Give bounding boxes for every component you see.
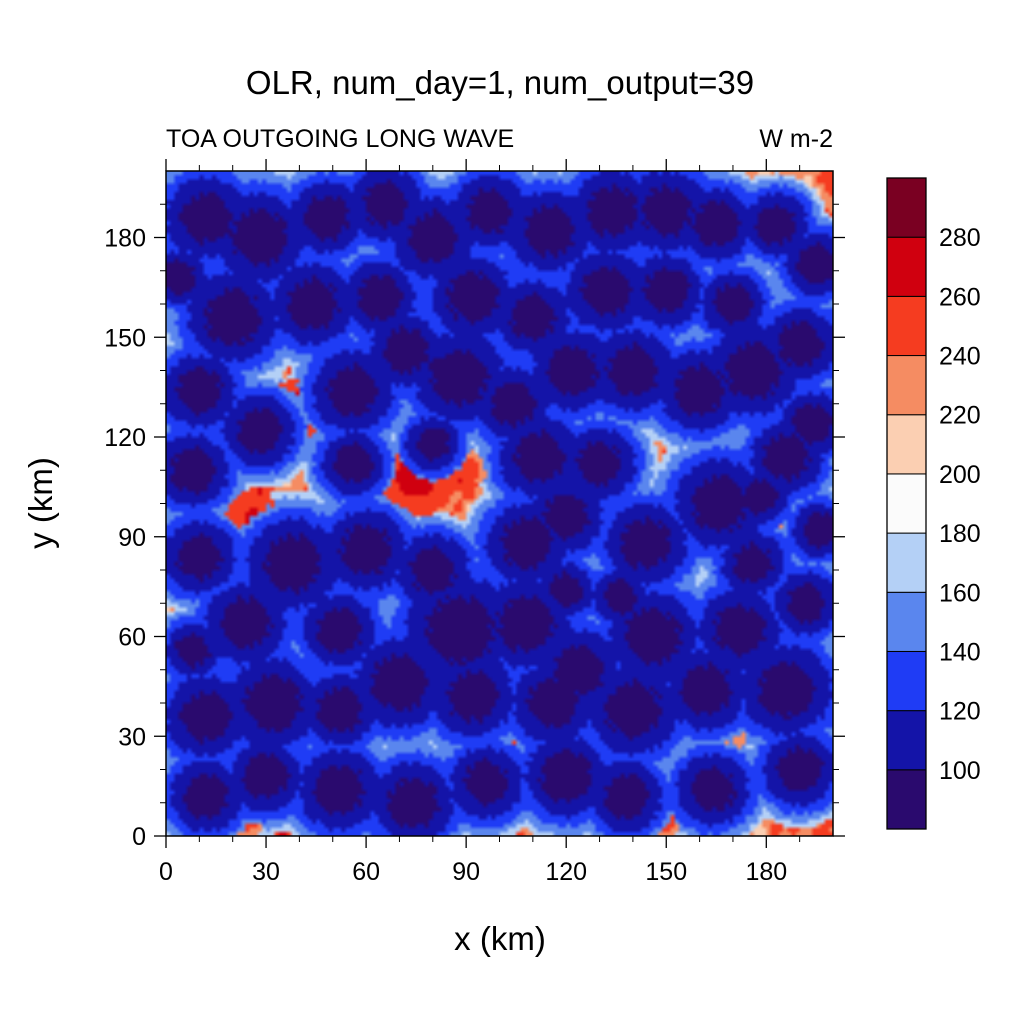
colorbar-swatch [886, 473, 927, 534]
olr-contour-plot [166, 171, 833, 836]
x-tick-label: 120 [545, 858, 587, 886]
colorbar-swatch [886, 295, 927, 357]
colorbar-swatch [886, 236, 927, 297]
colorbar-label: 240 [939, 343, 981, 371]
colorbar-swatch [886, 591, 927, 652]
colorbar-swatch [886, 414, 927, 475]
colorbar-label: 280 [939, 224, 981, 252]
x-tick-label: 90 [452, 858, 480, 886]
y-axis-label: y (km) [22, 457, 59, 549]
olr-field-image [166, 171, 833, 836]
x-axis-label: x (km) [454, 920, 546, 957]
colorbar-swatch [886, 769, 927, 830]
colorbar-label: 100 [939, 757, 981, 785]
colorbar-swatch [886, 710, 927, 771]
y-tick-label: 150 [104, 324, 146, 352]
colorbar-swatch [886, 177, 927, 238]
colorbar-label: 220 [939, 402, 981, 430]
y-tick-label: 60 [118, 624, 146, 652]
colorbar: 100 120 140 160 180 200 220 240 260 280 [886, 177, 981, 830]
y-tick-label: 90 [118, 524, 146, 552]
colorbar-label: 160 [939, 579, 981, 607]
chart-title: OLR, num_day=1, num_output=39 [246, 64, 754, 101]
x-axis: 0 30 60 90 120 150 180 [159, 159, 801, 886]
colorbar-label: 180 [939, 520, 981, 548]
colorbar-label: 140 [939, 638, 981, 666]
x-tick-label: 0 [159, 858, 173, 886]
x-tick-label: 150 [645, 858, 687, 886]
colorbar-frame [886, 177, 927, 830]
y-tick-label: 120 [104, 424, 146, 452]
colorbar-swatch [886, 650, 927, 712]
colorbar-label: 200 [939, 461, 981, 489]
y-tick-label: 180 [104, 225, 146, 253]
x-tick-label: 180 [745, 858, 787, 886]
colorbar-swatch [886, 355, 927, 416]
chart-subtitle-left: TOA OUTGOING LONG WAVE [166, 125, 514, 153]
chart-units: W m-2 [759, 125, 833, 153]
y-axis: 0 30 60 90 120 150 180 [104, 203, 845, 851]
colorbar-label: 260 [939, 283, 981, 311]
colorbar-swatch [886, 532, 927, 593]
x-tick-label: 60 [352, 858, 380, 886]
y-tick-label: 0 [132, 823, 146, 851]
colorbar-label: 120 [939, 698, 981, 726]
y-tick-label: 30 [118, 723, 146, 751]
x-tick-label: 30 [252, 858, 280, 886]
